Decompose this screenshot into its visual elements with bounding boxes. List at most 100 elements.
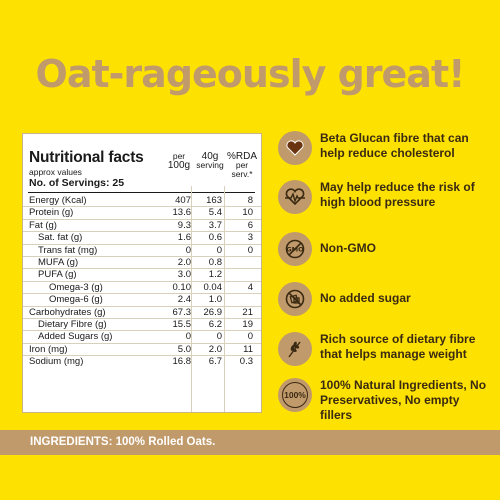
row-label: Iron (mg) (29, 343, 68, 355)
per100g-value: 2.4 (177, 294, 191, 306)
row-label: Carbohydrates (g) (29, 306, 106, 318)
row-divider (23, 218, 261, 220)
serving-value: 1.0 (208, 294, 222, 306)
table-row: Omega-3 (g) 0.10 0.04 4 (23, 281, 261, 295)
table-row: Carbohydrates (g) 67.3 26.9 21 (23, 306, 261, 319)
row-label: Trans fat (mg) (38, 244, 98, 256)
row-label: Fat (g) (29, 219, 57, 231)
row-divider (23, 330, 261, 332)
headline: Oat-rageously great! (35, 52, 466, 96)
row-divider (23, 317, 261, 319)
row-label: Energy (Kcal) (29, 195, 87, 206)
per100g-value: 407 (175, 195, 191, 206)
feature-item: Beta Glucan fibre that can help reduce c… (278, 131, 488, 171)
serving-value: 0 (216, 331, 222, 343)
table-row: Added Sugars (g) 0 0 0 (23, 331, 261, 344)
non-gmo-icon: GMO (278, 232, 312, 266)
nutrition-subtitle: approx values (29, 167, 82, 177)
nutrition-header: Nutritional facts approx values No. of S… (29, 140, 257, 192)
feature-item: 100% 100% Natural Ingredients, No Preserv… (278, 378, 488, 422)
row-label: Added Sugars (g) (38, 331, 113, 343)
heart-icon (278, 131, 312, 165)
serving-value: 163 (206, 195, 222, 206)
per100g-value: 13.6 (172, 207, 192, 219)
row-divider (23, 355, 261, 357)
feature-text: Rich source of dietary fibre that helps … (320, 332, 476, 361)
nutrition-table: Nutritional facts approx values No. of S… (22, 133, 262, 413)
nutrition-rows: Energy (Kcal) 407 163 8 Protein (g) 13.6 5.4 10… (23, 193, 261, 368)
table-row: Energy (Kcal) 407 163 8 (23, 195, 261, 208)
per100g-value: 15.5 (172, 318, 192, 330)
nutrition-title: Nutritional facts (29, 149, 144, 166)
row-divider (23, 280, 261, 282)
rda-value: 4 (247, 281, 253, 293)
row-label: Omega-3 (g) (49, 281, 103, 293)
rda-value: 11 (243, 343, 253, 355)
no-sugar-icon (278, 282, 312, 316)
serving-value: 0 (216, 244, 222, 256)
rda-value: 0 (247, 331, 253, 343)
row-divider (23, 243, 261, 245)
row-divider (23, 293, 261, 295)
per100g-value: 1.6 (177, 232, 191, 244)
col-header-rda: %RDA per serv.* (226, 152, 258, 179)
row-divider (23, 231, 261, 233)
table-row: MUFA (g) 2.0 0.8 (23, 256, 261, 270)
serving-value: 0.04 (203, 281, 223, 293)
serving-value: 3.7 (208, 219, 222, 231)
serving-value: 1.2 (208, 269, 222, 281)
rda-value: 10 (242, 207, 253, 219)
feature-item: May help reduce the risk of high blood p… (278, 180, 488, 220)
hundred-percent-label: 100% (282, 382, 308, 408)
wheat-icon (278, 332, 312, 366)
per100g-value: 16.8 (172, 356, 192, 368)
row-divider (23, 255, 261, 257)
row-label: Protein (g) (29, 207, 74, 219)
row-label: PUFA (g) (38, 269, 77, 281)
per100g-value: 5.0 (177, 343, 191, 355)
row-label: Sodium (mg) (29, 356, 84, 368)
per100g-value: 67.3 (172, 306, 192, 318)
row-label: Sat. fat (g) (38, 232, 83, 244)
rda-value: 6 (247, 219, 253, 231)
ingredients-text: INGREDIENTS: 100% Rolled Oats. (30, 436, 216, 448)
row-label: Omega-6 (g) (49, 294, 103, 306)
col3-mid: per (235, 160, 249, 170)
column-divider (224, 186, 225, 412)
servings-count: No. of Servings: 25 (29, 177, 125, 189)
per100g-value: 2.0 (177, 256, 191, 268)
table-row: Fat (g) 9.3 3.7 6 (23, 219, 261, 233)
table-row: Sat. fat (g) 1.6 0.6 3 (23, 232, 261, 245)
col3-top: %RDA (226, 151, 257, 162)
nutrition-divider (28, 192, 255, 193)
row-label: Dietary Fibre (g) (38, 318, 107, 330)
feature-item: GMO Non-GMO (278, 232, 488, 272)
table-row: Iron (mg) 5.0 2.0 11 (23, 343, 261, 357)
per100g-value: 0 (185, 331, 191, 343)
table-row: PUFA (g) 3.0 1.2 (23, 269, 261, 282)
rda-value: 3 (247, 232, 253, 244)
table-row: Omega-6 (g) 2.4 1.0 (23, 294, 261, 307)
rda-value: 0.3 (239, 356, 253, 368)
per100g-value: 9.3 (177, 219, 191, 231)
per100g-value: 3.0 (177, 269, 191, 281)
table-row: Sodium (mg) 16.8 6.7 0.3 (29, 356, 254, 368)
serving-value: 26.9 (203, 306, 223, 318)
feature-item: No added sugar (278, 282, 488, 322)
hundred-percent-icon: 100% (278, 378, 312, 412)
feature-text: 100% Natural Ingredients, No Preservativ… (320, 378, 487, 422)
col1-top: per (172, 151, 186, 161)
col1-bottom: 100g (167, 160, 191, 171)
row-divider (23, 342, 261, 344)
heartbeat-icon (278, 180, 312, 214)
col-header-serving: 40g serving (193, 152, 227, 170)
feature-text: Non-GMO (320, 241, 376, 255)
feature-text: No added sugar (320, 291, 411, 305)
ingredients-bar: INGREDIENTS: 100% Rolled Oats. (0, 430, 500, 455)
serving-value: 0.8 (208, 256, 222, 268)
serving-value: 6.2 (208, 318, 222, 330)
row-label: MUFA (g) (38, 256, 79, 268)
col3-bottom: serv.* (231, 169, 253, 179)
per100g-value: 0 (185, 244, 191, 256)
row-divider (23, 268, 261, 270)
